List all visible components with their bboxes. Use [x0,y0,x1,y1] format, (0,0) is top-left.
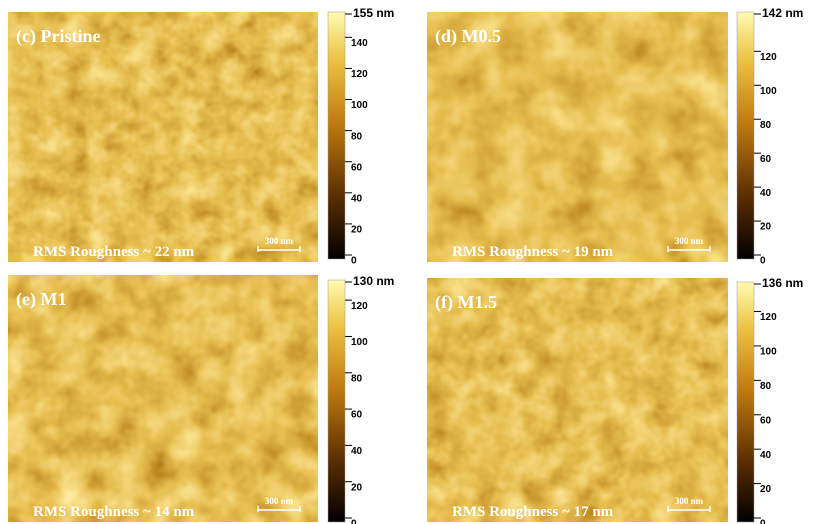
colorbar-tick-label: 0 [760,256,766,267]
colorbar-tick-label: 20 [351,482,363,493]
afm-panel: (c) Pristine RMS Roughness ~ 22 nm 300 nm 1… [8,6,394,266]
panel-label: (f) M1.5 [435,292,497,313]
colorbar [737,282,754,522]
roughness-label: RMS Roughness ~ 17 nm [452,504,614,520]
colorbar-tick-label: 100 [351,100,368,111]
afm-image [427,278,728,522]
colorbar-tick-label: 20 [760,222,772,233]
colorbar-tick-label: 80 [351,373,363,384]
afm-panel: (f) M1.5 RMS Roughness ~ 17 nm 300 nm 136 n… [427,276,803,524]
scale-bar-label: 300 nm [265,236,294,246]
afm-image [8,275,318,522]
roughness-label: RMS Roughness ~ 19 nm [452,244,614,260]
colorbar-tick-label: 40 [351,446,363,457]
colorbar-tick-label: 20 [351,225,363,236]
colorbar-tick-label: 80 [760,381,772,392]
scale-bar-label: 300 nm [675,236,704,246]
colorbar-tick-label: 100 [760,347,777,358]
colorbar-tick-label: 120 [351,301,368,312]
roughness-label: RMS Roughness ~ 22 nm [33,244,195,260]
afm-panel: (e) M1 RMS Roughness ~ 14 nm 300 nm 130 nm 0… [8,274,394,524]
colorbar-tick-label: 120 [351,69,368,80]
colorbar-tick-label: 40 [760,188,772,199]
colorbar-tick-label: 0 [760,519,766,524]
panel-label: (e) M1 [16,289,66,310]
afm-image [8,12,318,262]
colorbar [737,12,754,259]
colorbar-tick-label: 60 [351,410,363,421]
colorbar-max-label: 155 nm [353,6,394,20]
colorbar-tick-label: 60 [760,154,772,165]
colorbar [328,12,345,259]
colorbar-max-label: 136 nm [762,276,803,290]
scale-bar-label: 300 nm [265,496,294,506]
colorbar-max-label: 130 nm [353,274,394,288]
afm-panel: (d) M0.5 RMS Roughness ~ 19 nm 300 nm 142 n… [427,6,803,266]
colorbar-tick-label: 0 [351,519,357,524]
colorbar-tick-label: 0 [351,256,357,267]
colorbar-tick-label: 80 [760,120,772,131]
colorbar-tick-label: 120 [760,52,777,63]
scale-bar-label: 300 nm [675,496,704,506]
colorbar [328,280,345,522]
roughness-label: RMS Roughness ~ 14 nm [33,504,195,520]
colorbar-tick-label: 40 [351,193,363,204]
colorbar-tick-label: 140 [351,38,368,49]
afm-image [427,12,728,262]
colorbar-tick-label: 60 [760,415,772,426]
panel-label: (d) M0.5 [435,26,501,47]
colorbar-tick-label: 100 [760,86,777,97]
colorbar-tick-label: 40 [760,450,772,461]
colorbar-max-label: 142 nm [762,6,803,20]
panel-label: (c) Pristine [16,26,100,47]
colorbar-tick-label: 60 [351,162,363,173]
figure: (c) Pristine RMS Roughness ~ 22 nm 300 nm 1… [0,0,821,524]
colorbar-tick-label: 80 [351,131,363,142]
colorbar-tick-label: 120 [760,312,777,323]
colorbar-tick-label: 20 [760,484,772,495]
colorbar-tick-label: 100 [351,337,368,348]
